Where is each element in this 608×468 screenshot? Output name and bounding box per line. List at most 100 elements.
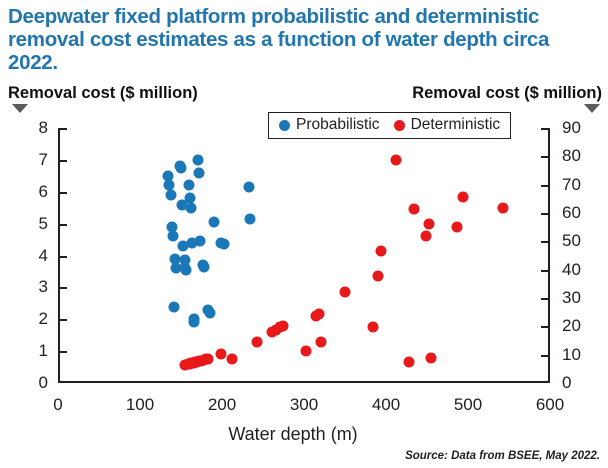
y-axis-left-label: 0 (38, 373, 48, 392)
data-point-prob (180, 264, 192, 276)
legend-label-probabilistic: Probabilistic (296, 116, 380, 133)
y-axis-left-tick (59, 223, 67, 226)
data-point-prob (185, 202, 197, 214)
data-point-det (300, 345, 312, 357)
y-axis-right-tick (541, 298, 549, 300)
data-point-det (423, 218, 435, 230)
y-axis-right-tick (541, 213, 549, 215)
data-point-det (420, 230, 432, 242)
y-axis-right-label: 10 (562, 344, 581, 364)
data-point-prob (163, 179, 175, 191)
data-point-prob (162, 170, 174, 182)
data-point-det (497, 202, 509, 214)
y-axis-right-label: 0 (562, 373, 572, 392)
right-axis-pointer-icon (584, 104, 600, 113)
source-note: Source: Data from BSEE, May 2022. (405, 450, 600, 462)
x-axis-label: 300 (289, 395, 319, 414)
data-point-prob (188, 316, 200, 328)
x-axis-label: 400 (371, 395, 401, 414)
data-point-prob (194, 235, 206, 247)
y-axis-left-label: 7 (38, 149, 48, 169)
left-axis-pointer-icon (12, 104, 28, 113)
y-axis-right-tick (541, 326, 549, 329)
data-point-prob (218, 238, 230, 250)
data-point-det (425, 352, 437, 363)
data-point-prob (169, 253, 181, 265)
y-axis-right-tick (541, 184, 549, 187)
y-axis-right-label: 90 (562, 118, 581, 137)
data-point-prob (183, 179, 195, 191)
chart-title: Deepwater fixed platform probabilistic a… (8, 5, 550, 74)
data-point-det (390, 154, 402, 166)
y-axis-left-label: 6 (38, 181, 48, 201)
data-point-prob (168, 301, 180, 312)
x-axis-title: Water depth (m) (228, 424, 358, 444)
y-axis-left-label: 1 (38, 341, 48, 361)
data-point-prob (166, 221, 178, 233)
y-axis-right-label: 40 (562, 259, 581, 279)
left-axis-caption: Removal cost ($ million) (8, 84, 198, 102)
data-point-det (251, 336, 263, 348)
chart-legend: Probabilistic Deterministic (268, 112, 512, 139)
y-axis-right-label: 30 (562, 288, 581, 307)
y-axis-left-tick (59, 191, 67, 194)
x-axis-label: 0 (53, 395, 63, 414)
legend-item-probabilistic[interactable]: Probabilistic (279, 116, 380, 134)
y-axis-left-label: 8 (38, 118, 48, 137)
y-axis-right-tick (541, 354, 549, 357)
data-point-prob (186, 237, 198, 249)
data-point-det (315, 336, 327, 348)
data-point-prob (165, 189, 177, 201)
data-point-det (403, 356, 414, 368)
y-axis-left-tick (59, 351, 67, 354)
x-axis-label: 600 (535, 395, 565, 414)
data-point-det (457, 191, 469, 203)
legend-marker-deterministic-icon (393, 119, 405, 131)
data-point-prob (176, 199, 188, 210)
data-point-det (375, 245, 387, 257)
data-point-det (367, 321, 379, 333)
data-point-det (372, 270, 384, 282)
x-axis-label: 500 (453, 395, 483, 414)
data-point-prob (244, 213, 256, 225)
y-axis-right-label: 50 (562, 231, 581, 251)
x-axis-label: 100 (125, 395, 155, 414)
y-axis-right-tick (541, 241, 549, 244)
data-point-det (408, 203, 420, 215)
y-axis-left-label: 5 (38, 213, 48, 233)
data-point-prob (177, 240, 189, 252)
data-point-prob (192, 154, 204, 166)
x-axis-label: 200 (207, 395, 237, 414)
data-point-det (451, 221, 463, 233)
data-point-det (339, 286, 351, 298)
data-point-det (202, 353, 214, 365)
y-axis-right-tick (541, 128, 549, 130)
data-point-prob (179, 254, 191, 266)
legend-label-deterministic: Deterministic (410, 116, 501, 133)
legend-item-deterministic[interactable]: Deterministic (393, 116, 501, 134)
data-point-prob (198, 261, 210, 273)
y-axis-right-tick (541, 269, 549, 272)
plot-area (58, 128, 550, 383)
plot-points-layer (60, 128, 548, 381)
y-axis-left-tick (59, 319, 67, 322)
data-point-prob (170, 262, 182, 274)
y-axis-right-label: 70 (562, 174, 581, 194)
y-axis-left-tick (59, 128, 67, 130)
data-point-prob (175, 162, 187, 174)
data-point-det (277, 320, 289, 332)
y-axis-right-label: 60 (562, 203, 581, 222)
data-point-prob (193, 167, 205, 179)
legend-marker-probabilistic-icon (279, 119, 290, 131)
y-axis-left-tick (59, 255, 67, 258)
y-axis-left-label: 4 (38, 245, 48, 265)
data-point-det (215, 348, 227, 360)
y-axis-left-label: 2 (38, 309, 48, 329)
right-axis-caption: Removal cost ($ million) (412, 84, 602, 102)
data-point-prob (208, 216, 220, 228)
y-axis-left-label: 3 (38, 277, 48, 297)
data-point-det (313, 308, 325, 320)
y-axis-left-tick (59, 159, 67, 162)
data-point-det (226, 353, 238, 365)
